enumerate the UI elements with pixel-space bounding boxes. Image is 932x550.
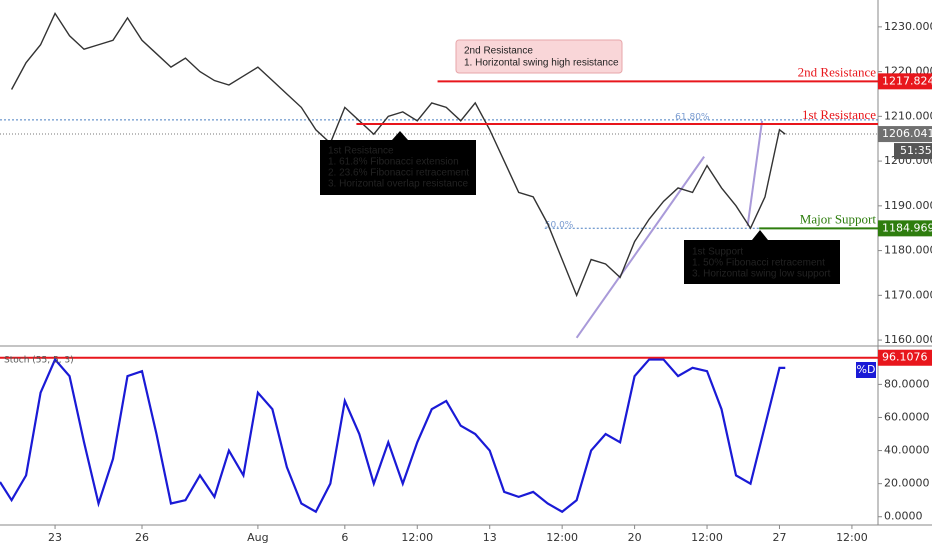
y-tick-label: 60.0000 (884, 410, 930, 423)
x-tick-label: 12:00 (691, 531, 723, 544)
level-name: 1st Resistance (802, 107, 876, 122)
pane-title: Stoch (55, 5, 3) (4, 356, 74, 366)
data-line (0, 357, 786, 514)
y-tick-label: 1190.000 (884, 199, 932, 212)
callout: 1st Resistance 1. 61.8% Fibonacci extens… (320, 131, 476, 195)
price-tag (878, 220, 932, 237)
legend-box (856, 362, 876, 378)
x-tick-label: 13 (483, 531, 497, 544)
y-tick-label: 1210.000 (884, 109, 932, 122)
y-tick-label: 1170.000 (884, 288, 932, 301)
price-tag-label: 1217.824 (882, 74, 932, 87)
legend-label: %D (857, 363, 876, 376)
y-tick-label: 1160.000 (884, 333, 932, 346)
x-tick-label: 12:00 (546, 531, 578, 544)
x-tick-label: 20 (628, 531, 642, 544)
countdown: 51:35 (900, 144, 932, 157)
level-name: 2nd Resistance (798, 64, 877, 79)
callout-line: 1. 61.8% Fibonacci extension (328, 157, 459, 168)
callout: 2nd Resistance 1. Horizontal swing high … (455, 39, 623, 74)
price-tag-label: 1184.969 (882, 221, 932, 234)
x-tick-label: 12:00 (836, 531, 868, 544)
y-tick-label: 80.0000 (884, 377, 930, 390)
x-tick-label: 6 (341, 531, 348, 544)
countdown-tag (894, 143, 932, 160)
fib-label: 61.80% (675, 112, 710, 122)
x-tick-label: 23 (48, 531, 62, 544)
level-tag (878, 349, 932, 366)
callout-line: 1. 50% Fibonacci retracement (692, 258, 825, 269)
fib-label: 50.0% (545, 221, 574, 231)
x-tick-label: 26 (135, 531, 149, 544)
price-tag (878, 73, 932, 90)
x-tick-label: 27 (772, 531, 786, 544)
y-tick-label: 0.0000 (884, 510, 923, 523)
y-tick-label: 1230.000 (884, 20, 932, 33)
data-line (10, 11, 786, 298)
callout-line: 3. Horizontal swing low support (692, 269, 831, 280)
y-tick-label: 20.0000 (884, 477, 930, 490)
last-price-label: 1206.041 (882, 127, 932, 140)
callout-line: 2nd Resistance (464, 46, 533, 57)
callout-line: 2. 23.6% Fibonacci retracement (328, 168, 469, 179)
trend-arrow (746, 120, 764, 227)
price-tag (878, 126, 932, 143)
callout-line: 3. Horizontal overlap resistance (328, 179, 469, 190)
callout: 1st Support 1. 50% Fibonacci retracement… (684, 230, 840, 284)
x-tick-label: Aug (247, 531, 268, 544)
callout-line: 1st Resistance (328, 146, 394, 157)
y-tick-label: 40.0000 (884, 444, 930, 457)
callout-line: 1st Support (692, 247, 743, 258)
trend-arrow (575, 156, 705, 339)
x-tick-label: 12:00 (401, 531, 433, 544)
y-tick-label: 1180.000 (884, 244, 932, 257)
level-tag-label: 96.1076 (882, 351, 928, 364)
level-name: Major Support (800, 211, 877, 226)
callout-line: 1. Horizontal swing high resistance (464, 58, 619, 69)
